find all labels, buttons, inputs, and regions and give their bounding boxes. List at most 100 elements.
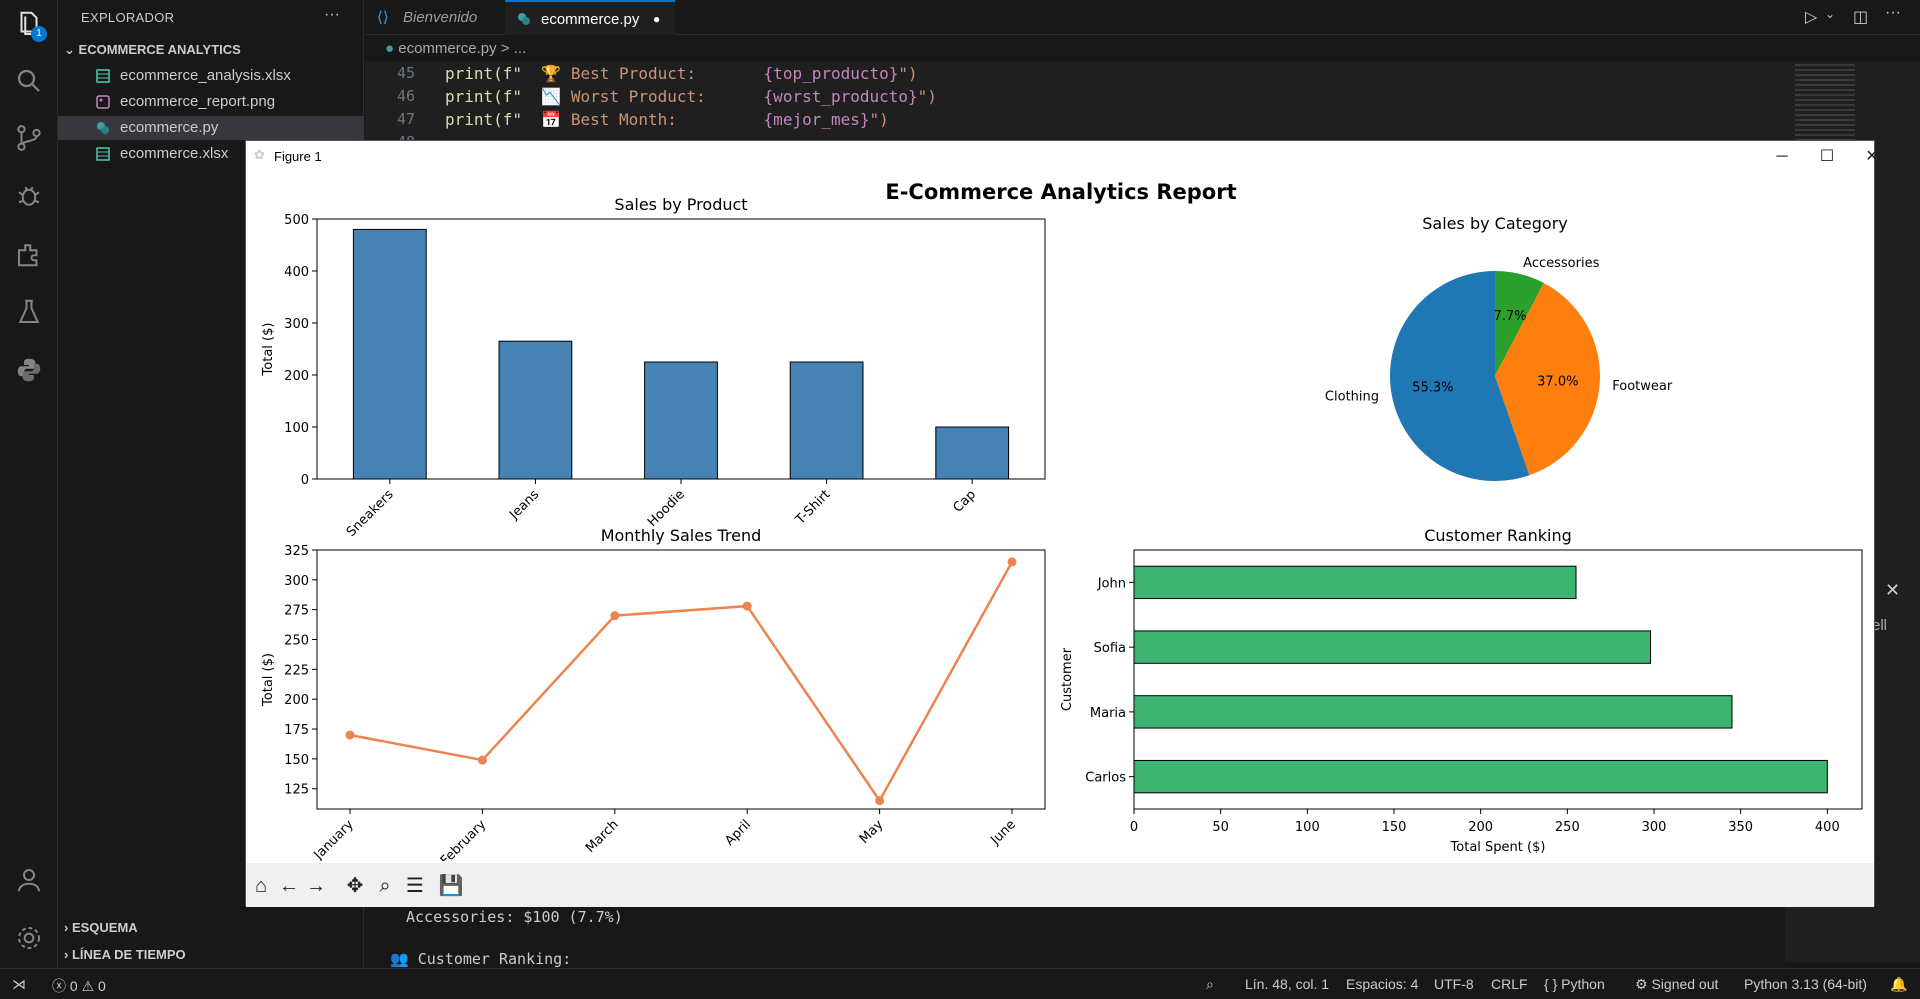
pie-label: Clothing [1325,389,1379,404]
x-tick-label: 300 [1642,820,1667,835]
figure-canvas[interactable]: E-Commerce Analytics Report Sales by Pro… [246,173,1876,861]
pie-pct-label: 7.7% [1494,309,1527,324]
file-item-active[interactable]: ecommerce.py [58,116,364,140]
bar [1133,759,1828,794]
tab-file-label: ecommerce.py [541,11,640,28]
x-tick-label: 150 [1382,820,1407,835]
account-icon[interactable] [13,864,45,896]
extensions-icon[interactable] [13,238,45,270]
pie-pct-label: 55.3% [1412,380,1453,395]
minimize-button[interactable]: ─ [1776,148,1788,165]
run-icon[interactable]: ▷ [1805,9,1818,26]
y-tick-label: 300 [284,574,309,589]
code-text: print(f" 📅 Best Month: {mejor_mes}") [445,110,889,129]
notifications-bell-icon[interactable]: 🔔 [1890,976,1908,992]
user-icon: 👥 [390,950,409,968]
language-mode[interactable]: { } Python [1544,976,1605,992]
pie-pct-label: 37.0% [1537,375,1578,390]
figure-suptitle: E-Commerce Analytics Report [885,180,1236,204]
file-name: ecommerce.xlsx [120,145,229,162]
pan-icon[interactable]: ✥ [346,875,364,897]
problems-indicator[interactable]: ⓧ 0 ⚠ 0 [52,978,106,994]
bar [1133,630,1652,664]
file-item[interactable]: ecommerce.xlsx [58,142,364,166]
back-arrow-icon[interactable]: ← [279,875,299,897]
python-icon[interactable] [13,354,45,386]
code-line: 47 print(f" 📅 Best Month: {mejor_mes}") [365,110,1785,132]
unsaved-dot-icon[interactable]: ● [653,12,661,26]
explorer-badge: 1 [31,26,47,42]
x-axis-label: Total Spent ($) [1450,840,1546,855]
error-icon: ⓧ [52,978,66,994]
y-tick-label: Maria [1090,706,1126,721]
braces-icon: { } [1544,976,1558,992]
x-tick-label: Jeans [506,487,542,523]
bar [352,228,427,480]
file-item[interactable]: ecommerce_report.png [58,90,364,114]
y-tick-label: 0 [301,473,309,488]
tab-welcome-label: Bienvenido [403,9,478,26]
python-interpreter[interactable]: Python 3.13 (64-bit) [1744,976,1867,992]
breadcrumb[interactable]: ● ecommerce.py > ... [385,40,526,57]
search-icon[interactable] [13,65,45,97]
settings-gear-icon[interactable] [13,922,45,954]
tab-welcome[interactable]: ⟨⟩ Bienvenido [365,0,505,35]
maximize-button[interactable]: ☐ [1819,148,1835,165]
split-editor-icon[interactable]: ◫ [1853,9,1869,26]
status-bar: ⋊ ⓧ 0 ⚠ 0 ⌕ Lín. 48, col. 1 Espacios: 4 … [0,968,1920,999]
axes-frame [316,549,1046,810]
code-text: print(f" 📉 Worst Product: {worst_product… [445,87,937,106]
file-item[interactable]: ecommerce_analysis.xlsx [58,64,364,88]
code-line: 45 print(f" 🏆 Best Product: {top_product… [365,64,1785,86]
home-icon[interactable]: ⌂ [254,875,268,897]
configure-subplots-icon[interactable]: ☰ [406,875,424,897]
save-icon[interactable]: 💾 [438,875,464,897]
data-point [610,611,620,621]
breadcrumb-text: ecommerce.py > ... [398,40,527,57]
chevron-right-icon: › [64,947,69,962]
account-status[interactable]: ⚙ Signed out [1635,976,1719,992]
y-tick-label: Sofia [1094,641,1126,656]
pie-slice [1390,271,1530,481]
close-icon[interactable]: ✕ [1885,580,1901,600]
y-axis-label: Customer [1060,647,1075,711]
close-button[interactable]: ✕ [1865,148,1879,165]
testing-icon[interactable] [13,296,45,328]
timeline-section-header[interactable]: › LÍNEA DE TIEMPO [64,947,186,962]
pie-slice [1495,283,1601,476]
code-editor[interactable]: 45 print(f" 🏆 Best Product: {top_product… [365,62,1785,143]
chevron-right-icon: › [64,920,69,935]
chevron-down-icon[interactable]: ⌄ [1825,7,1836,21]
x-tick-label: 200 [1468,820,1493,835]
y-tick-label: 225 [284,663,309,678]
x-tick-label: 50 [1212,820,1229,835]
x-tick-label: Sneakers [344,487,397,540]
zoom-icon[interactable]: ⌕ [1206,976,1214,992]
sales-by-product-chart: Sales by Product Total ($) 0 100 200 300 400 50… [261,195,1046,540]
x-tick-label: May [857,817,887,847]
zoom-icon[interactable]: ⌕ [379,875,391,897]
data-point [1007,557,1017,567]
outline-section-header[interactable]: › ESQUEMA [64,920,138,935]
file-name: ecommerce_analysis.xlsx [120,67,291,84]
line-ending[interactable]: CRLF [1491,976,1528,992]
bar [1133,695,1733,729]
indentation[interactable]: Espacios: 4 [1346,976,1419,992]
y-tick-label: 150 [284,753,309,768]
cursor-position[interactable]: Lín. 48, col. 1 [1245,976,1330,992]
matplotlib-logo-icon: ✿ [254,147,265,162]
code-line: 46 print(f" 📉 Worst Product: {worst_prod… [365,87,1785,109]
project-folder-header[interactable]: ⌄ ECOMMERCE ANALYTICS [64,42,241,58]
source-control-icon[interactable] [13,122,45,154]
tab-ecommerce-py[interactable]: ecommerce.py ● [505,0,675,35]
pie-label: Accessories [1523,256,1599,271]
line-number: 46 [396,87,415,105]
more-actions-icon[interactable]: ··· [324,6,340,23]
project-folder-name: ECOMMERCE ANALYTICS [78,42,241,57]
debug-icon[interactable] [13,180,45,212]
outline-label: ESQUEMA [71,920,138,935]
forward-arrow-icon[interactable]: → [306,875,326,897]
remote-icon[interactable]: ⋊ [12,976,26,992]
encoding[interactable]: UTF-8 [1434,976,1474,992]
more-actions-icon[interactable]: ··· [1885,4,1901,21]
